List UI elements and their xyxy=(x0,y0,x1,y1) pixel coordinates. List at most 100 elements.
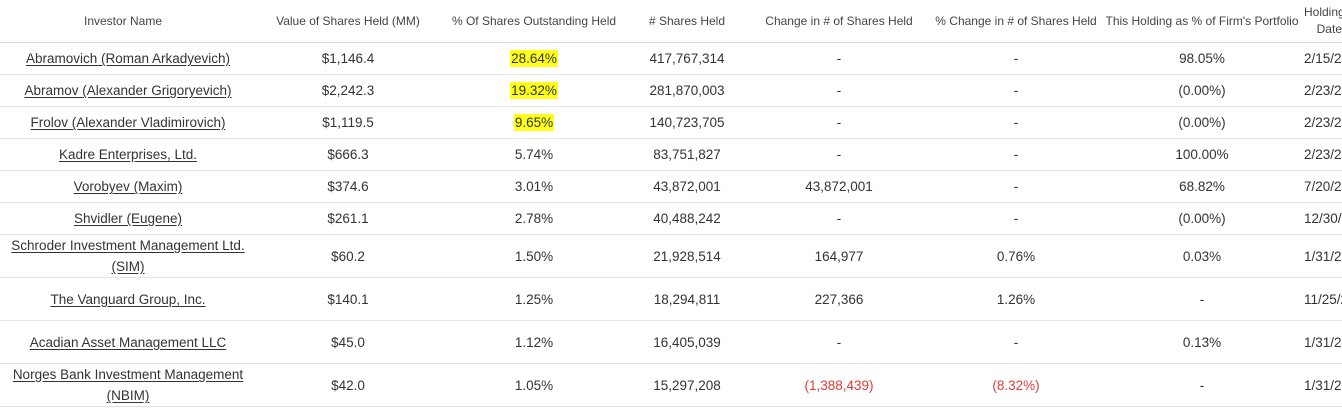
value-cell: $45.0 xyxy=(256,320,440,364)
holdings-date-cell-text: 1/31/22 xyxy=(1304,248,1342,264)
value-cell-text: $261.1 xyxy=(327,211,369,226)
portfolio-pct-cell-text: 68.82% xyxy=(1179,179,1225,194)
shares-held-cell: 21,928,514 xyxy=(628,234,746,278)
pct-outstanding-cell-text: 28.64% xyxy=(510,50,558,67)
value-cell: $666.3 xyxy=(256,138,440,171)
table-row: Kadre Enterprises, Ltd. $666.3 5.74% 83,751… xyxy=(0,138,1342,171)
header-pct-change-in-shares[interactable]: % Change in # of Shares Held xyxy=(932,0,1100,43)
holdings-date-cell: 1/31/22 xyxy=(1304,234,1342,278)
investor-name-cell: Norges Bank Investment Management (NBIM) xyxy=(0,363,256,407)
holdings-date-cell: 2/15/22 xyxy=(1304,42,1342,75)
value-cell-text: $1,119.5 xyxy=(322,115,374,130)
shares-held-cell-text: 18,294,811 xyxy=(653,291,721,307)
pct-outstanding-cell: 5.74% xyxy=(440,138,628,171)
pct-outstanding-cell-text: 2.78% xyxy=(514,211,554,226)
shares-held-cell: 40,488,242 xyxy=(628,202,746,235)
holdings-date-cell-text: 1/31/22 xyxy=(1304,334,1342,350)
shares-held-cell: 16,405,039 xyxy=(628,320,746,364)
investor-name-link[interactable]: Acadian Asset Management LLC xyxy=(29,334,227,350)
change-cell: - xyxy=(746,138,932,171)
investor-name-cell: Abramovich (Roman Arkadyevich) xyxy=(0,42,256,75)
change-cell-text: - xyxy=(836,83,842,98)
investor-name-cell: Schroder Investment Management Ltd. (SIM… xyxy=(0,234,256,278)
pct-change-cell: - xyxy=(932,320,1100,364)
value-cell: $1,119.5 xyxy=(256,106,440,139)
header-change-in-shares[interactable]: Change in # of Shares Held xyxy=(746,0,932,43)
value-cell: $261.1 xyxy=(256,202,440,235)
holdings-date-cell-text: 7/20/21 xyxy=(1304,179,1342,194)
table-row: Abramov (Alexander Grigoryevich) $2,242.3… xyxy=(0,74,1342,107)
pct-change-cell-text: (8.32%) xyxy=(992,377,1040,393)
investor-name-cell: Kadre Enterprises, Ltd. xyxy=(0,138,256,171)
table-row: Frolov (Alexander Vladimirovich) $1,119.5… xyxy=(0,106,1342,139)
shares-held-cell: 417,767,314 xyxy=(628,42,746,75)
pct-outstanding-cell-text: 1.25% xyxy=(514,291,554,307)
header-investor-name[interactable]: Investor Name xyxy=(0,0,256,43)
change-cell: - xyxy=(746,42,932,75)
investor-name-link[interactable]: Abramovich (Roman Arkadyevich) xyxy=(25,51,231,66)
investor-name-link[interactable]: Shvidler (Eugene) xyxy=(73,211,183,226)
value-cell: $140.1 xyxy=(256,277,440,321)
pct-outstanding-cell: 1.50% xyxy=(440,234,628,278)
investor-name-link[interactable]: The Vanguard Group, Inc. xyxy=(50,291,206,307)
portfolio-pct-cell: 100.00% xyxy=(1100,138,1304,171)
header-portfolio-pct[interactable]: This Holding as % of Firm's Portfolio xyxy=(1100,0,1304,43)
investor-name-link[interactable]: Vorobyev (Maxim) xyxy=(73,179,183,194)
pct-outstanding-cell: 3.01% xyxy=(440,170,628,203)
shares-held-cell-text: 43,872,001 xyxy=(653,179,721,194)
portfolio-pct-cell: 68.82% xyxy=(1100,170,1304,203)
value-cell-text: $2,242.3 xyxy=(321,83,375,98)
holdings-date-cell-text: 2/15/22 xyxy=(1304,51,1342,66)
table-row: Norges Bank Investment Management (NBIM)… xyxy=(0,363,1342,407)
value-cell: $1,146.4 xyxy=(256,42,440,75)
investor-name-cell: Acadian Asset Management LLC xyxy=(0,320,256,364)
table-row: Shvidler (Eugene) $261.1 2.78% 40,488,242 - -… xyxy=(0,202,1342,235)
portfolio-pct-cell-text: 0.13% xyxy=(1182,334,1222,350)
value-cell-text: $1,146.4 xyxy=(321,51,375,66)
investor-name-link[interactable]: Frolov (Alexander Vladimirovich) xyxy=(30,115,226,130)
header-value-of-shares[interactable]: Value of Shares Held (MM) xyxy=(256,0,440,43)
change-cell-text: - xyxy=(836,115,842,130)
change-cell-text: - xyxy=(836,51,842,66)
portfolio-pct-cell: 0.03% xyxy=(1100,234,1304,278)
pct-outstanding-cell: 19.32% xyxy=(440,74,628,107)
shares-held-cell-text: 281,870,003 xyxy=(649,83,725,98)
header-pct-shares-outstanding[interactable]: % Of Shares Outstanding Held xyxy=(440,0,628,43)
investor-name-cell: Abramov (Alexander Grigoryevich) xyxy=(0,74,256,107)
shares-held-cell-text: 40,488,242 xyxy=(653,211,721,226)
table-row: Schroder Investment Management Ltd. (SIM… xyxy=(0,234,1342,278)
holdings-date-cell-text: 2/23/21 xyxy=(1304,83,1342,98)
pct-change-cell-text: - xyxy=(1013,83,1019,98)
pct-change-cell-text: - xyxy=(1013,211,1019,226)
pct-outstanding-cell-text: 1.05% xyxy=(514,377,554,393)
value-cell-text: $140.1 xyxy=(327,291,369,307)
pct-outstanding-cell-text: 1.12% xyxy=(514,334,554,350)
investor-name-cell: Shvidler (Eugene) xyxy=(0,202,256,235)
shares-held-cell-text: 16,405,039 xyxy=(653,334,721,350)
holdings-date-cell-text: 2/23/21 xyxy=(1304,147,1342,162)
change-cell-text: (1,388,439) xyxy=(804,377,874,393)
investor-name-link[interactable]: Abramov (Alexander Grigoryevich) xyxy=(24,83,232,98)
pct-change-cell: - xyxy=(932,42,1100,75)
pct-outstanding-cell: 9.65% xyxy=(440,106,628,139)
table-row: Acadian Asset Management LLC $45.0 1.12% 16… xyxy=(0,320,1342,364)
pct-outstanding-cell: 1.12% xyxy=(440,320,628,364)
change-cell: - xyxy=(746,202,932,235)
investor-name-link[interactable]: Schroder Investment Management Ltd. (SIM… xyxy=(11,238,245,274)
header-holdings-date[interactable]: Holdings Date xyxy=(1304,0,1342,43)
investor-name-link[interactable]: Norges Bank Investment Management (NBIM) xyxy=(12,367,244,403)
shares-held-cell: 83,751,827 xyxy=(628,138,746,171)
portfolio-pct-cell: 98.05% xyxy=(1100,42,1304,75)
pct-change-cell-text: - xyxy=(1013,179,1019,194)
change-cell: - xyxy=(746,106,932,139)
change-cell-text: 227,366 xyxy=(814,291,864,307)
holdings-date-cell: 7/20/21 xyxy=(1304,170,1342,203)
pct-outstanding-cell-text: 3.01% xyxy=(514,179,554,194)
investor-name-link[interactable]: Kadre Enterprises, Ltd. xyxy=(58,147,198,162)
table-row: Vorobyev (Maxim) $374.6 3.01% 43,872,001 43,… xyxy=(0,170,1342,203)
shares-held-cell: 281,870,003 xyxy=(628,74,746,107)
header-shares-held[interactable]: # Shares Held xyxy=(628,0,746,43)
pct-change-cell: - xyxy=(932,170,1100,203)
value-cell-text: $666.3 xyxy=(327,147,369,162)
